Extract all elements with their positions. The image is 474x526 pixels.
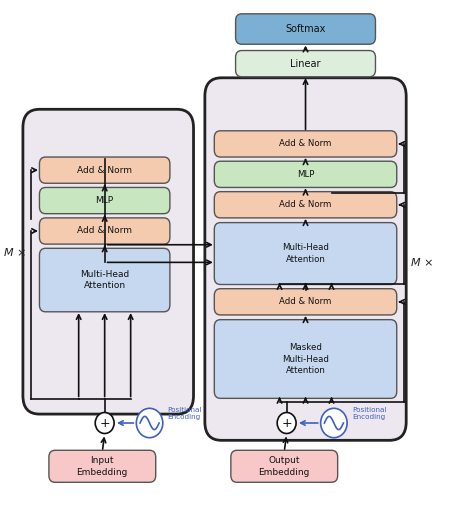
FancyBboxPatch shape [205, 78, 406, 440]
Text: Add & Norm: Add & Norm [77, 166, 132, 175]
FancyBboxPatch shape [39, 157, 170, 183]
FancyBboxPatch shape [23, 109, 193, 414]
Text: Input
Embedding: Input Embedding [77, 456, 128, 477]
Text: MLP: MLP [96, 196, 114, 205]
Text: Softmax: Softmax [285, 24, 326, 34]
Text: Positional
Encoding: Positional Encoding [167, 407, 202, 420]
FancyBboxPatch shape [214, 289, 397, 315]
Text: Linear: Linear [290, 58, 321, 69]
Text: Add & Norm: Add & Norm [279, 297, 332, 306]
Text: Add & Norm: Add & Norm [77, 227, 132, 236]
FancyBboxPatch shape [39, 218, 170, 244]
Text: Multi-Head
Attention: Multi-Head Attention [80, 270, 129, 290]
FancyBboxPatch shape [214, 222, 397, 285]
FancyBboxPatch shape [214, 191, 397, 218]
Circle shape [95, 412, 114, 433]
Text: M ×: M × [411, 258, 433, 268]
Text: +: + [100, 417, 110, 430]
FancyBboxPatch shape [214, 320, 397, 398]
FancyBboxPatch shape [214, 161, 397, 187]
Text: M ×: M × [4, 248, 27, 258]
FancyBboxPatch shape [236, 50, 375, 77]
FancyBboxPatch shape [39, 187, 170, 214]
Text: MLP: MLP [297, 170, 314, 179]
Text: Positional
Encoding: Positional Encoding [352, 407, 386, 420]
Text: Add & Norm: Add & Norm [279, 139, 332, 148]
Circle shape [320, 408, 347, 438]
FancyBboxPatch shape [231, 450, 337, 482]
Text: Output
Embedding: Output Embedding [259, 456, 310, 477]
FancyBboxPatch shape [236, 14, 375, 44]
Text: Multi-Head
Attention: Multi-Head Attention [282, 244, 329, 264]
FancyBboxPatch shape [49, 450, 156, 482]
FancyBboxPatch shape [39, 248, 170, 312]
Text: Masked
Multi-Head
Attention: Masked Multi-Head Attention [282, 343, 329, 375]
FancyBboxPatch shape [214, 131, 397, 157]
Circle shape [277, 412, 296, 433]
Text: Add & Norm: Add & Norm [279, 200, 332, 209]
Circle shape [137, 408, 163, 438]
Text: +: + [281, 417, 292, 430]
